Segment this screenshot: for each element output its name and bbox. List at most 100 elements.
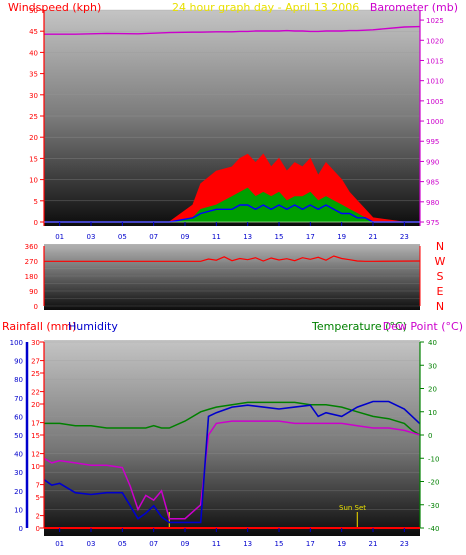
direction-y-tick-label: 270 (25, 258, 38, 266)
temp-y-tick-label: 40 (428, 339, 437, 347)
wind-x-tick-label: 09 (181, 233, 190, 241)
humidity-line (43, 400, 421, 524)
wind-y-tick-label: 5 (34, 198, 38, 206)
wind-y-tick-label: 35 (29, 71, 38, 79)
compass-direction-label: W (435, 255, 446, 268)
wind-x-tick-label: 21 (369, 233, 378, 241)
humidity-y-tick-label: 60 (14, 413, 23, 421)
temperature-label: Temperature (°C) (311, 320, 407, 333)
temp-y-tick-label: 0 (428, 432, 432, 440)
temp-y-tick-label: 20 (428, 386, 437, 394)
rain-y-tick-label: 27 (31, 358, 40, 366)
rain-y-tick-label: 15 (31, 432, 40, 440)
dewpoint-line (43, 420, 421, 520)
rainfall-label: Rainfall (mm) (2, 320, 76, 333)
direction-panel-bg (44, 244, 420, 310)
rain-y-tick-label: 25 (31, 370, 40, 378)
temp-x-tick-label: 17 (306, 540, 315, 548)
temp-y-tick-label: -30 (428, 502, 439, 510)
humidity-y-tick-label: 100 (10, 339, 23, 347)
barometer-label: Barometer (mb) (370, 1, 458, 14)
barometer-y-tick-label: 1000 (426, 118, 444, 126)
wind-x-tick-label: 15 (275, 233, 284, 241)
barometer-line (44, 25, 421, 35)
windspeed-label: Windspeed (kph) (8, 1, 101, 14)
compass-direction-label: E (437, 285, 444, 298)
humidity-y-tick-label: 30 (14, 469, 23, 477)
rain-y-tick-label: 5 (36, 494, 40, 502)
wind-y-tick-label: 25 (29, 113, 38, 121)
wind-x-tick-label: 11 (212, 233, 221, 241)
direction-y-tick-label: 0 (34, 303, 38, 311)
wind-direction-line (44, 255, 421, 262)
barometer-y-tick-label: 980 (426, 199, 439, 207)
sun-set-label: Sun Set (339, 504, 366, 512)
temp-x-tick-label: 15 (275, 540, 284, 548)
barometer-y-tick-label: 1005 (426, 98, 444, 106)
humidity-y-tick-label: 70 (14, 395, 23, 403)
rain-y-tick-label: 17 (31, 420, 40, 428)
temp-x-tick-label: 19 (337, 540, 346, 548)
rain-y-tick-label: 30 (31, 339, 40, 347)
temp-x-tick-label: 11 (212, 540, 221, 548)
wind-x-tick-label: 23 (400, 233, 409, 241)
wind-x-tick-label: 03 (87, 233, 96, 241)
direction-y-tick-label: 90 (29, 288, 38, 296)
graph-title: 24 hour graph day - April 13 2006 (172, 1, 359, 14)
rain-y-tick-label: 0 (36, 525, 40, 533)
temp-x-tick-label: 21 (369, 540, 378, 548)
barometer-y-tick-label: 1010 (426, 78, 444, 86)
wind-y-tick-label: 45 (29, 28, 38, 36)
temp-panel-bg (44, 340, 420, 536)
rain-y-tick-label: 12 (31, 451, 40, 459)
wind-y-tick-label: 10 (29, 177, 38, 185)
barometer-y-tick-label: 995 (426, 138, 439, 146)
humidity-y-tick-label: 80 (14, 376, 23, 384)
humidity-label: Humidity (68, 320, 118, 333)
barometer-y-tick-label: 985 (426, 179, 439, 187)
wind-y-tick-label: 50 (29, 7, 38, 15)
temp-y-tick-label: -10 (428, 455, 439, 463)
barometer-y-tick-label: 990 (426, 158, 439, 166)
temperature-line (44, 401, 421, 436)
rain-y-tick-label: 7 (36, 482, 40, 490)
compass-direction-label: N (436, 240, 444, 253)
humidity-y-tick-label: 20 (14, 488, 23, 496)
wind-x-tick-label: 01 (55, 233, 64, 241)
humidity-y-tick-label: 90 (14, 358, 23, 366)
wind-x-tick-label: 19 (337, 233, 346, 241)
wind-x-tick-label: 17 (306, 233, 315, 241)
rain-y-tick-label: 2 (36, 513, 40, 521)
wind-y-tick-label: 20 (29, 134, 38, 142)
barometer-y-tick-label: 975 (426, 219, 439, 227)
rain-y-tick-label: 22 (31, 389, 40, 397)
wind-x-tick-label: 07 (149, 233, 158, 241)
rain-y-tick-label: 10 (31, 463, 40, 471)
humidity-y-tick-label: 10 (14, 506, 23, 514)
wind-average-line (44, 204, 420, 223)
temp-y-tick-label: -20 (428, 479, 439, 487)
humidity-y-tick-label: 40 (14, 451, 23, 459)
compass-direction-label: N (436, 300, 444, 313)
barometer-y-tick-label: 1025 (426, 17, 444, 25)
wind-y-tick-label: 15 (29, 155, 38, 163)
compass-direction-label: S (437, 270, 444, 283)
temp-y-tick-label: -40 (428, 525, 439, 533)
temp-y-tick-label: 30 (428, 362, 437, 370)
temp-x-tick-label: 07 (149, 540, 158, 548)
temp-y-tick-label: 10 (428, 409, 437, 417)
humidity-y-tick-label: 50 (14, 432, 23, 440)
wind-x-tick-label: 05 (118, 233, 127, 241)
dewpoint-label: Dew Point (°C) (383, 320, 463, 333)
temp-x-tick-label: 09 (181, 540, 190, 548)
wind-y-tick-label: 0 (34, 219, 38, 227)
direction-y-tick-label: 180 (25, 273, 38, 281)
wind-y-tick-label: 40 (29, 49, 38, 57)
rain-y-tick-label: 20 (31, 401, 40, 409)
temp-x-tick-label: 13 (243, 540, 252, 548)
wind-y-tick-label: 30 (29, 92, 38, 100)
humidity-y-tick-label: 0 (19, 525, 23, 533)
wind-x-tick-label: 13 (243, 233, 252, 241)
